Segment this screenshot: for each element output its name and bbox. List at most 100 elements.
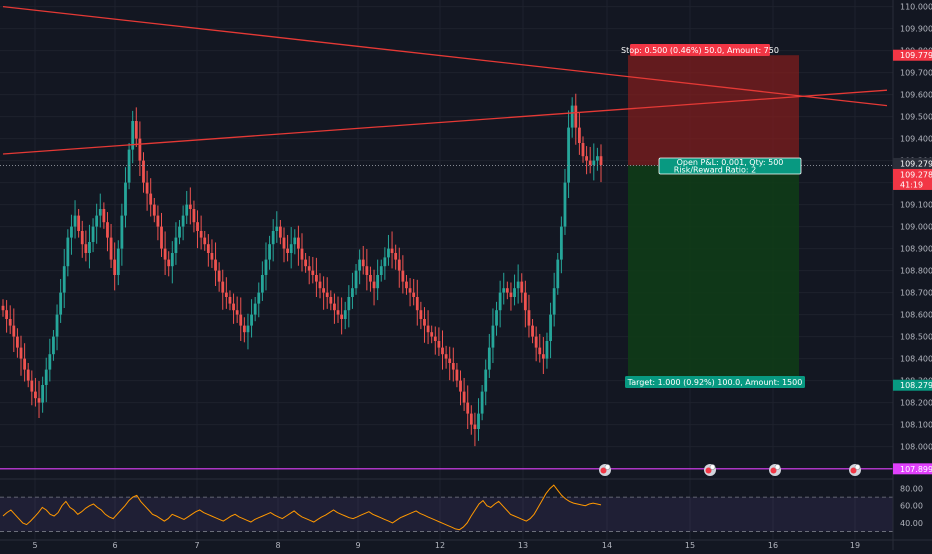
candle-body[interactable] xyxy=(91,226,95,242)
candle-body[interactable] xyxy=(296,237,300,249)
candle-body[interactable] xyxy=(268,244,271,260)
candle-body[interactable] xyxy=(124,182,127,216)
candle-body[interactable] xyxy=(286,248,289,253)
candle-body[interactable] xyxy=(513,288,516,297)
candle-body[interactable] xyxy=(185,204,189,216)
candle-body[interactable] xyxy=(491,325,495,348)
candle-body[interactable] xyxy=(581,143,585,157)
candle-body[interactable] xyxy=(203,237,207,245)
stop-zone[interactable] xyxy=(628,55,799,166)
stop-label[interactable]: Stop: 0.500 (0.46%) 50.0, Amount: 750 xyxy=(621,44,779,56)
candle-body[interactable] xyxy=(214,259,217,271)
candle-body[interactable] xyxy=(109,237,113,260)
candle-body[interactable] xyxy=(369,275,372,282)
candle-body[interactable] xyxy=(520,281,524,293)
candle-body[interactable] xyxy=(502,288,506,293)
candle-body[interactable] xyxy=(120,215,124,249)
candle-body[interactable] xyxy=(178,226,181,238)
candle-body[interactable] xyxy=(257,292,261,304)
candle-body[interactable] xyxy=(55,314,59,337)
candle-body[interactable] xyxy=(70,226,73,238)
candle-body[interactable] xyxy=(145,182,149,194)
candle-body[interactable] xyxy=(217,270,221,282)
candle-body[interactable] xyxy=(293,237,297,245)
candle-body[interactable] xyxy=(264,259,268,275)
candle-body[interactable] xyxy=(289,244,293,253)
candle-body[interactable] xyxy=(552,288,556,315)
candle-body[interactable] xyxy=(340,314,344,319)
candle-body[interactable] xyxy=(250,314,253,326)
candle-body[interactable] xyxy=(59,292,63,315)
candle-body[interactable] xyxy=(315,275,318,282)
candle-body[interactable] xyxy=(563,182,567,227)
candle-body[interactable] xyxy=(459,380,462,392)
candle-body[interactable] xyxy=(48,354,52,370)
candle-body[interactable] xyxy=(599,156,603,165)
event-icon[interactable] xyxy=(704,464,716,476)
candle-body[interactable] xyxy=(487,347,491,370)
candle-body[interactable] xyxy=(559,226,563,260)
candle-body[interactable] xyxy=(174,237,178,253)
candle-body[interactable] xyxy=(224,292,228,297)
candle-body[interactable] xyxy=(347,297,351,311)
candle-body[interactable] xyxy=(12,325,16,337)
candle-body[interactable] xyxy=(196,222,199,231)
candle-body[interactable] xyxy=(260,275,264,293)
candle-body[interactable] xyxy=(322,288,326,293)
candle-body[interactable] xyxy=(588,160,592,165)
candle-body[interactable] xyxy=(480,391,484,414)
candle-body[interactable] xyxy=(62,266,66,293)
candle-body[interactable] xyxy=(484,369,488,392)
candle-body[interactable] xyxy=(149,193,153,205)
candle-body[interactable] xyxy=(235,310,239,315)
candle-body[interactable] xyxy=(16,336,19,348)
candle-body[interactable] xyxy=(44,369,48,385)
candle-body[interactable] xyxy=(437,341,441,348)
candle-body[interactable] xyxy=(495,310,498,326)
candle-body[interactable] xyxy=(160,226,163,249)
event-icon[interactable] xyxy=(599,464,611,476)
candle-body[interactable] xyxy=(451,363,455,370)
candle-body[interactable] xyxy=(210,253,214,260)
candle-body[interactable] xyxy=(351,288,354,297)
candle-body[interactable] xyxy=(163,248,167,260)
candle-body[interactable] xyxy=(387,248,390,258)
candle-body[interactable] xyxy=(444,354,448,359)
candle-body[interactable] xyxy=(516,281,520,289)
candle-body[interactable] xyxy=(462,391,466,403)
candle-body[interactable] xyxy=(138,138,142,161)
candle-body[interactable] xyxy=(556,259,560,289)
candle-body[interactable] xyxy=(8,319,12,326)
candle-body[interactable] xyxy=(206,244,210,253)
candle-body[interactable] xyxy=(239,314,243,326)
candle-body[interactable] xyxy=(246,325,250,333)
candle-body[interactable] xyxy=(199,231,203,238)
candle-body[interactable] xyxy=(152,204,156,216)
candle-body[interactable] xyxy=(405,281,408,289)
candle-body[interactable] xyxy=(131,121,135,150)
candle-body[interactable] xyxy=(30,380,34,392)
candle-body[interactable] xyxy=(181,215,185,227)
candle-body[interactable] xyxy=(19,347,23,359)
trendline-descending[interactable] xyxy=(2,5,888,107)
candle-body[interactable] xyxy=(509,292,513,297)
candle-body[interactable] xyxy=(311,270,315,275)
candle-body[interactable] xyxy=(278,226,282,238)
candle-body[interactable] xyxy=(383,257,387,267)
candle-body[interactable] xyxy=(361,259,365,267)
candle-body[interactable] xyxy=(156,215,160,227)
candle-body[interactable] xyxy=(242,325,246,333)
candle-body[interactable] xyxy=(473,424,477,429)
candle-body[interactable] xyxy=(441,347,444,355)
candle-body[interactable] xyxy=(354,270,358,289)
candle-body[interactable] xyxy=(253,303,257,315)
target-label[interactable]: Target: 1.000 (0.92%) 100.0, Amount: 150… xyxy=(625,376,805,388)
candle-body[interactable] xyxy=(531,325,534,337)
candle-body[interactable] xyxy=(41,385,45,403)
candle-body[interactable] xyxy=(523,292,527,311)
candle-body[interactable] xyxy=(545,341,549,359)
candle-body[interactable] xyxy=(567,127,570,183)
